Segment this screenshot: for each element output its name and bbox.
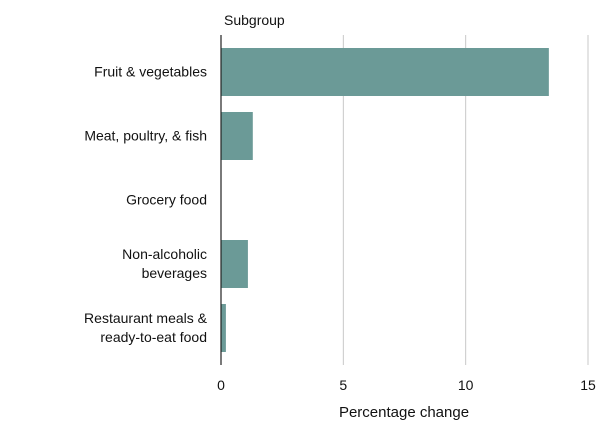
y-tick-label: Non-alcoholic beverages [122,246,207,281]
y-tick-label: Restaurant meals & ready-to-eat food [84,310,207,345]
x-tick-label: 0 [217,377,225,393]
bar [221,304,226,352]
x-tick-label: 5 [339,377,348,393]
y-tick-label: Fruit & vegetables [94,63,207,80]
chart-title: Subgroup [224,12,285,28]
bar [221,48,549,96]
bar [221,112,253,160]
bar [221,240,248,288]
x-tick-label: 10 [457,377,474,393]
x-axis-label: Percentage change [338,404,470,421]
y-tick-label: Meat, poultry, & fish [84,127,207,144]
x-tick-label: 15 [580,377,596,393]
y-tick-label: Grocery food [126,191,207,208]
